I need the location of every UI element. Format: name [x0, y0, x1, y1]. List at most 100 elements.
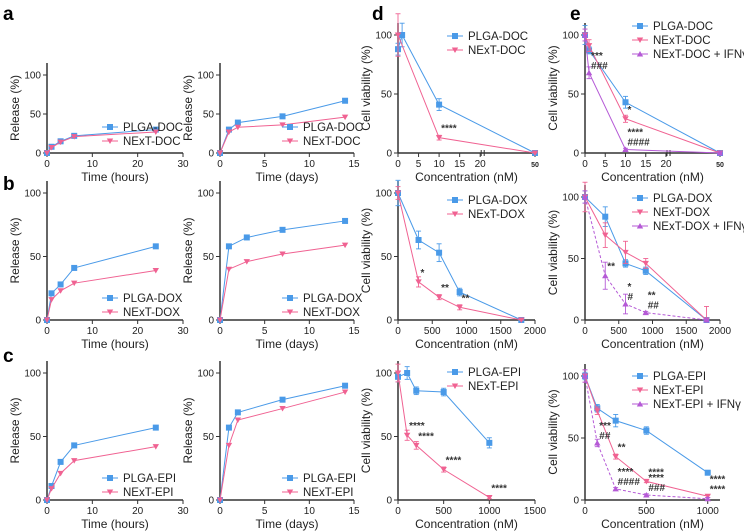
data-point-next — [57, 288, 64, 294]
significance-hashes: # — [628, 292, 634, 303]
y-tick-label: 100 — [197, 71, 214, 82]
series-line-plga — [397, 33, 536, 154]
legend-marker-next — [286, 138, 294, 144]
legend-marker-ifn — [636, 223, 644, 229]
data-point-next — [279, 251, 286, 257]
panel-letter: a — [3, 4, 14, 25]
data-point-next — [622, 249, 629, 256]
significance-stars: ** — [462, 293, 470, 304]
y-tick-label: 100 — [562, 372, 579, 383]
x-tick-label: 10 — [87, 326, 99, 337]
x-tick-label: 10 — [304, 506, 316, 517]
panel-letter: b — [3, 174, 15, 195]
legend-label: NExT-DOX — [123, 307, 180, 319]
significance-stars: * — [421, 268, 425, 279]
data-point-ifn — [716, 150, 724, 156]
data-point-plga — [436, 101, 443, 108]
x-axis-label: Concentration (nM) — [415, 517, 518, 531]
data-point-next — [48, 145, 55, 151]
data-point-next — [43, 150, 51, 156]
y-axis-label: Cell viability (%) — [546, 389, 560, 474]
data-point-next — [435, 294, 443, 301]
panel-letter: d — [372, 4, 384, 25]
data-point-plga — [57, 281, 64, 288]
x-tick-label: 20 — [132, 159, 144, 170]
panel-letter: e — [570, 4, 581, 25]
data-point-ifn — [581, 373, 589, 379]
data-point-next — [57, 470, 64, 477]
x-tick-label: 0 — [395, 159, 401, 170]
legend-marker-plga — [107, 295, 113, 301]
data-point-ifn — [643, 492, 650, 498]
legend-marker-next — [451, 47, 459, 53]
data-point-plga — [642, 267, 649, 274]
legend-marker-plga — [637, 23, 643, 29]
legend-marker-next — [451, 383, 459, 389]
y-tick-label: 100 — [24, 71, 41, 82]
legend-marker-plga — [452, 369, 458, 375]
data-point-ifn — [642, 309, 649, 316]
y-tick-label: 0 — [573, 496, 579, 507]
data-point-next — [71, 458, 78, 464]
x-tick-label: 30 — [177, 506, 189, 517]
data-point-next — [216, 150, 224, 156]
x-tick-label: 20 — [132, 326, 144, 337]
y-tick-label: 50 — [203, 110, 215, 121]
y-axis-label: Release (%) — [8, 217, 22, 283]
data-point-next — [152, 444, 159, 450]
x-tick-label: 15 — [640, 159, 652, 170]
legend-label: PLGA-DOC — [468, 31, 528, 43]
y-tick-label: 0 — [35, 496, 41, 507]
legend-marker-next — [106, 309, 114, 315]
legend-marker-next — [106, 138, 114, 144]
y-tick-label: 50 — [203, 252, 215, 263]
x-axis-label: Concentration (nM) — [415, 170, 518, 184]
data-point-next — [225, 266, 233, 273]
significance-stars: **** — [628, 127, 644, 138]
y-axis-label: Release (%) — [181, 75, 195, 141]
legend-label: PLGA-DOX — [653, 193, 713, 205]
data-point-plga — [243, 234, 250, 241]
x-tick-label: 5 — [262, 506, 268, 517]
data-point-plga — [234, 119, 241, 126]
series-line-plga — [219, 220, 346, 321]
significance-stars: **** — [409, 421, 425, 432]
x-tick-label: 15 — [348, 506, 360, 517]
legend-marker-plga — [107, 475, 113, 481]
x-tick-label: 15 — [348, 159, 360, 170]
x-tick-label: 0 — [217, 506, 223, 517]
data-point-ifn — [622, 301, 629, 307]
legend-marker-next — [636, 209, 644, 215]
data-point-plga — [342, 217, 349, 224]
x-axis-label: Time (days) — [256, 337, 319, 351]
legend-marker-plga — [287, 295, 293, 301]
y-tick-label: 50 — [30, 110, 42, 121]
legend-label: NExT-DOC — [468, 45, 526, 57]
legend-label: PLGA-DOX — [468, 195, 528, 207]
legend-label: NExT-EPI — [653, 385, 703, 397]
y-tick-label: 50 — [381, 252, 393, 263]
legend-marker-ifn — [636, 401, 644, 407]
data-point-next — [341, 242, 349, 249]
significance-stars: ** — [648, 291, 656, 302]
y-tick-label: 100 — [562, 31, 579, 42]
y-tick-label: 100 — [375, 369, 392, 380]
x-tick-label: 0 — [44, 326, 50, 337]
legend-label: PLGA-DOC — [653, 21, 713, 33]
legend-label: NExT-EPI — [303, 487, 353, 499]
y-tick-label: 0 — [208, 496, 214, 507]
data-point-next — [415, 279, 422, 285]
data-point-plga — [279, 113, 286, 120]
y-tick-label: 50 — [568, 434, 580, 445]
data-point-plga — [602, 213, 609, 220]
x-tick-label: 30 — [177, 159, 189, 170]
legend-marker-next — [286, 309, 294, 315]
significance-hashes: ### — [648, 483, 665, 494]
data-point-plga — [436, 249, 443, 256]
legend-label: NExT-DOC — [303, 136, 361, 148]
data-point-next — [341, 389, 349, 396]
legend-label: NExT-DOC — [123, 136, 181, 148]
